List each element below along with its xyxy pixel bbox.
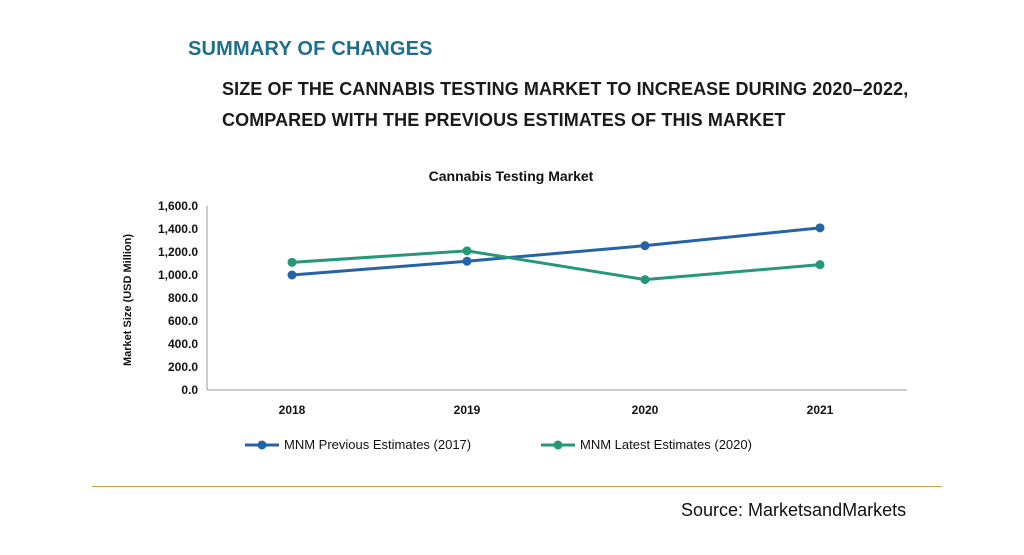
series-line-1 [290, 226, 822, 277]
y-axis-label: Market Size (USD Million) [122, 234, 134, 366]
series-1-point [640, 241, 650, 251]
series-1-point [462, 256, 472, 266]
y-tick-label: 0.0 [181, 383, 198, 397]
legend-label: MNM Latest Estimates (2020) [580, 437, 752, 452]
x-tick-label: 2018 [279, 403, 306, 417]
series-2-point [287, 257, 297, 267]
series-2-point [462, 246, 472, 256]
series-line-2 [290, 249, 822, 282]
series-2-point [815, 260, 825, 270]
legend-swatch-marker [257, 440, 267, 450]
y-tick-label: 400.0 [168, 337, 198, 351]
y-tick-label: 1,000.0 [158, 268, 198, 282]
y-tick-label: 1,200.0 [158, 245, 198, 259]
legend-swatch-marker [553, 440, 563, 450]
series-1-point [815, 223, 825, 233]
y-tick-label: 1,600.0 [158, 199, 198, 213]
section-title: SUMMARY OF CHANGES [188, 38, 433, 60]
x-tick-label: 2019 [454, 403, 481, 417]
series-2-point [640, 275, 650, 285]
chart-subtitle-line-2: COMPARED WITH THE PREVIOUS ESTIMATES OF … [222, 110, 786, 130]
line-chart: Cannabis Testing Market Market Size (USD… [122, 168, 907, 452]
legend-label: MNM Previous Estimates (2017) [284, 437, 471, 452]
chart-title: Cannabis Testing Market [429, 168, 594, 184]
footer-divider [92, 486, 942, 487]
y-tick-label: 1,400.0 [158, 222, 198, 236]
y-tick-label: 200.0 [168, 360, 198, 374]
y-tick-label: 800.0 [168, 291, 198, 305]
series-1-point [287, 270, 297, 280]
x-tick-label: 2020 [632, 403, 659, 417]
chart-subtitle-line-1: SIZE OF THE CANNABIS TESTING MARKET TO I… [222, 79, 909, 99]
source-note: Source: MarketsandMarkets [681, 500, 907, 520]
x-tick-label: 2021 [807, 403, 834, 417]
y-tick-label: 600.0 [168, 314, 198, 328]
